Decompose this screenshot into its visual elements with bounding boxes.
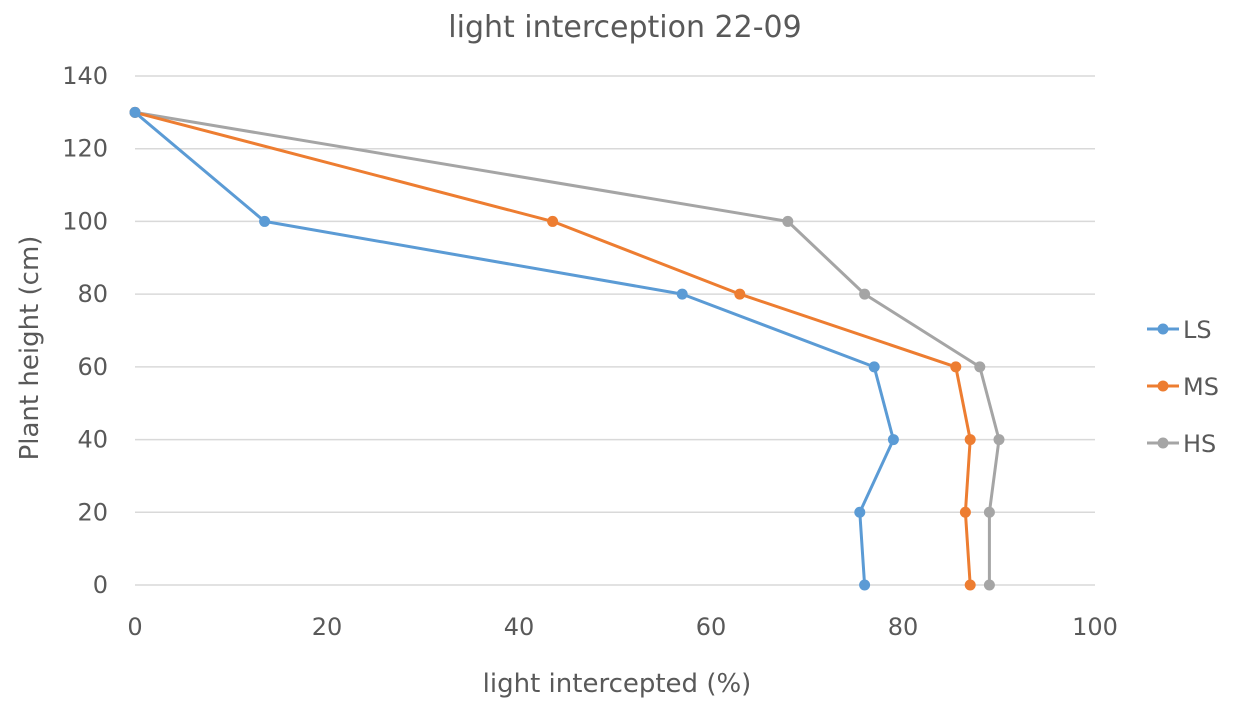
y-tick-label: 40	[77, 426, 108, 454]
y-tick-label: 140	[62, 62, 108, 90]
data-point-hs	[974, 361, 986, 373]
data-point-ms	[547, 215, 559, 227]
legend-marker	[1157, 437, 1169, 449]
data-point-hs	[782, 215, 794, 227]
data-point-ms	[959, 506, 971, 518]
x-tick-label: 80	[888, 613, 919, 641]
legend-marker	[1157, 323, 1169, 335]
series-hs	[129, 106, 1005, 591]
x-tick-label: 0	[127, 613, 142, 641]
data-point-ms	[964, 579, 976, 591]
data-point-ms	[964, 434, 976, 446]
data-point-ls	[887, 434, 899, 446]
y-tick-label: 0	[93, 571, 108, 599]
legend-marker	[1157, 380, 1169, 392]
x-tick-label: 100	[1072, 613, 1118, 641]
x-axis-label: light intercepted (%)	[483, 669, 752, 699]
data-point-ls	[129, 106, 141, 118]
series-ls	[129, 106, 899, 591]
data-point-hs	[983, 579, 995, 591]
legend-label: LS	[1183, 316, 1212, 344]
legend-label: MS	[1183, 373, 1219, 401]
data-point-hs	[993, 434, 1005, 446]
data-point-ms	[734, 288, 746, 300]
x-tick-label: 20	[312, 613, 343, 641]
y-axis-ticks: 0 20 40 60 80 100 120 140	[62, 62, 108, 599]
data-point-ls	[868, 361, 880, 373]
x-tick-label: 40	[504, 613, 535, 641]
gridlines	[135, 75, 1095, 586]
y-axis-label: Plant height (cm)	[15, 236, 45, 461]
series-lines	[129, 106, 1005, 591]
data-point-hs	[859, 288, 871, 300]
y-tick-label: 80	[77, 280, 108, 308]
series-line-hs	[134, 110, 1001, 585]
y-tick-label: 60	[77, 353, 108, 381]
data-point-ls	[259, 215, 271, 227]
legend-label: HS	[1183, 430, 1216, 458]
data-point-ls	[854, 506, 866, 518]
series-ms	[129, 106, 976, 591]
legend-item-hs: HS	[1147, 430, 1216, 458]
chart-title: light interception 22-09	[448, 10, 801, 45]
series-line-ls	[134, 111, 895, 586]
legend-item-ms: MS	[1147, 373, 1219, 401]
y-tick-label: 20	[77, 498, 108, 526]
y-tick-label: 120	[62, 135, 108, 163]
data-point-ls	[676, 288, 688, 300]
x-axis-ticks: 0 20 40 60 80 100	[127, 613, 1118, 641]
data-point-ms	[950, 361, 962, 373]
legend: LS MS HS	[1147, 316, 1219, 458]
legend-item-ls: LS	[1147, 316, 1212, 344]
x-tick-label: 60	[696, 613, 727, 641]
y-tick-label: 100	[62, 207, 108, 235]
data-point-ls	[859, 579, 871, 591]
data-point-hs	[983, 506, 995, 518]
